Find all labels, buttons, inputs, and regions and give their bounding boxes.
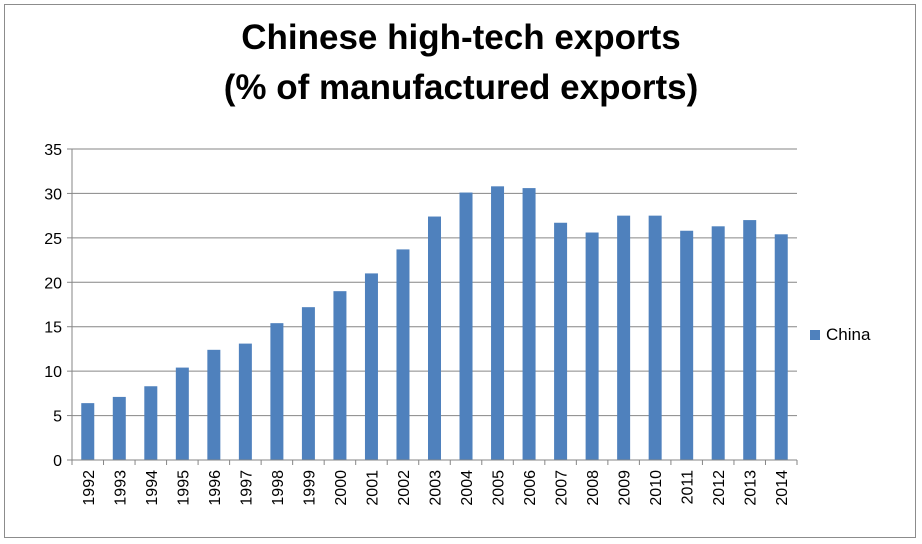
chart-title-line-2: (% of manufactured exports): [223, 68, 699, 107]
x-tick-label: 1994: [144, 470, 161, 506]
x-tick-label: 1993: [112, 470, 129, 506]
bar-1997: [238, 343, 252, 460]
bar-2005: [491, 186, 505, 460]
x-tick-label: 1996: [207, 470, 224, 506]
x-tick-label: 2006: [522, 470, 539, 506]
y-tick-label: 10: [44, 364, 62, 381]
bar-2002: [396, 249, 410, 460]
bar-1999: [301, 307, 315, 460]
bar-1992: [81, 403, 95, 460]
bar-2003: [428, 216, 441, 460]
x-tick-label: 2009: [617, 470, 634, 506]
axes: [71, 149, 798, 465]
legend-label-china: China: [826, 325, 871, 344]
y-tick-label: 0: [53, 453, 62, 470]
chart-title-line-1: Chinese high-tech exports: [241, 18, 681, 57]
x-tick-label: 1995: [175, 470, 192, 506]
bar-2012: [711, 226, 725, 460]
y-tick-label: 5: [53, 409, 62, 426]
y-tick-label: 35: [44, 142, 62, 159]
x-tick-label: 2010: [648, 470, 665, 506]
x-tick-label: 2012: [711, 470, 728, 506]
bar-1993: [112, 396, 126, 460]
x-tick-label: 2013: [743, 470, 760, 506]
bars: [81, 186, 788, 461]
bar-2008: [585, 232, 599, 460]
y-axis-tick-labels: 0 5 10 15 20 25 30 35: [44, 142, 62, 470]
x-tick-label: 2005: [491, 470, 508, 506]
x-tick-label: 1999: [301, 470, 318, 506]
x-tick-label: 2000: [333, 470, 350, 506]
x-axis-tick-labels: 1992 1993 1994 1995 1996 1997 1998 1999 2000 2001…: [81, 470, 791, 506]
x-tick-label: 2011: [680, 470, 697, 505]
x-tick-label: 1992: [81, 470, 98, 506]
x-tick-label: 2002: [396, 470, 413, 506]
bar-2014: [774, 234, 788, 460]
bar-1994: [144, 386, 158, 460]
x-tick-label: 2001: [364, 470, 381, 506]
bar-2000: [333, 291, 347, 460]
chart-title: Chinese high-tech exports (% of manufact…: [5, 13, 917, 113]
y-tick-label: 15: [44, 320, 62, 337]
x-tick-label: 2008: [585, 470, 602, 506]
bar-2004: [459, 192, 473, 461]
x-tick-label: 1997: [238, 470, 255, 506]
legend: China: [810, 325, 870, 345]
bar-1996: [207, 349, 221, 460]
x-tick-label: 2004: [459, 470, 476, 506]
x-tick-label: 2014: [774, 470, 791, 506]
bar-2001: [364, 273, 378, 460]
bar-2010: [648, 215, 662, 460]
bar-2007: [554, 222, 568, 460]
bar-1998: [270, 323, 284, 460]
bar-2013: [743, 220, 757, 460]
y-tick-label: 30: [44, 186, 62, 203]
bar-1995: [175, 367, 189, 460]
bar-2009: [617, 215, 631, 460]
legend-swatch-china: [810, 330, 820, 340]
bar-2006: [522, 188, 536, 460]
y-tick-label: 25: [44, 231, 62, 248]
x-tick-label: 2003: [428, 470, 445, 506]
y-tick-label: 20: [44, 275, 62, 292]
bar-2011: [680, 230, 694, 460]
x-tick-label: 2007: [554, 470, 571, 506]
x-tick-label: 1998: [270, 470, 287, 506]
